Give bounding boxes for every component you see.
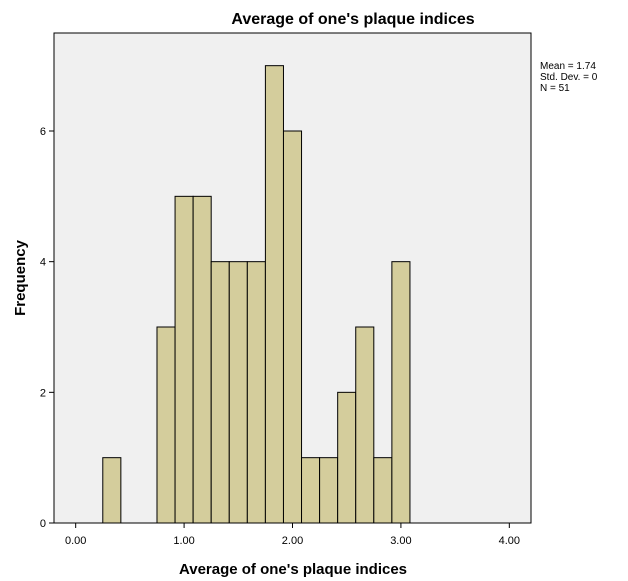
histogram-bar-14 [373,457,393,524]
x-tick-label: 2.00 [282,535,303,547]
histogram-bar-4 [192,195,212,524]
histogram-bar-13 [355,326,375,524]
bar-group [102,65,411,524]
histogram-bar-8 [264,65,284,524]
y-tick-label: 2 [40,387,46,399]
stat-mean: Mean = 1.74 [540,61,596,72]
x-axis-ticks: 0.00 1.00 2.00 3.00 4.00 [65,523,520,547]
histogram-bar-7 [246,261,266,524]
x-tick-label: 1.00 [173,535,194,547]
y-tick-label: 6 [40,126,46,138]
stat-n: N = 51 [540,83,570,94]
histogram-bar-2 [156,326,176,524]
y-axis-label: Frequency [12,239,29,316]
histogram-bar-3 [174,195,194,524]
histogram-bar-10 [301,457,321,524]
summary-statistics: Mean = 1.74 Std. Dev. = 0 N = 51 [540,61,598,94]
histogram-bar-9 [282,130,303,524]
histogram-bar-15 [391,261,411,524]
y-tick-label: 0 [40,518,46,530]
histogram-bar-5 [210,261,230,524]
x-tick-label: 3.00 [390,535,411,547]
histogram-bar-11 [319,457,339,524]
histogram-bar-6 [228,261,248,524]
x-axis-label: Average of one's plaque indices [179,561,407,578]
x-tick-label: 0.00 [65,535,86,547]
histogram-bar-12 [337,391,357,524]
y-tick-label: 4 [40,257,46,269]
stat-std-dev: Std. Dev. = 0 [540,72,598,83]
histogram-bar-1 [102,457,122,524]
y-axis-ticks: 0 2 4 6 [40,126,54,530]
x-tick-label: 4.00 [499,535,520,547]
chart-title: Average of one's plaque indices [231,11,474,28]
